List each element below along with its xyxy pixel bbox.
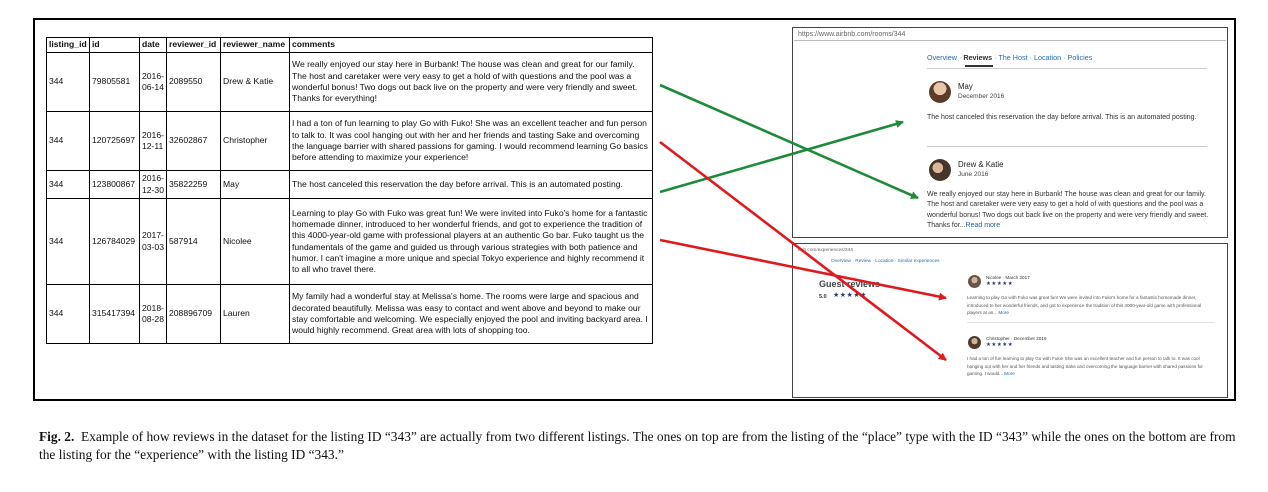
avatar: [968, 336, 981, 349]
nav-divider: [927, 68, 1207, 69]
arrow-red-christopher: [659, 140, 947, 362]
reviewer-name-line: Nicolee · March 2017: [986, 275, 1030, 280]
review-date: December 2016: [958, 93, 1005, 100]
place-nav-overview[interactable]: Overview: [927, 53, 957, 62]
read-more-link[interactable]: Read more: [965, 222, 1001, 230]
exp-nav-similar[interactable]: Similar experiences: [897, 259, 940, 264]
avatar: [929, 159, 951, 181]
cell-date: 2016-06-14: [139, 52, 167, 112]
figure-frame: [33, 18, 1236, 401]
exp-nav-review[interactable]: Review: [855, 259, 872, 264]
review-text: We really enjoyed our stay here in Burba…: [927, 191, 1209, 230]
review-divider: [967, 322, 1215, 323]
table-row: 344 120725697 2016-12-11 32602867 Christ…: [46, 111, 653, 171]
table-row: 344 79805581 2016-06-14 2089550 Drew & K…: [46, 52, 653, 112]
more-link[interactable]: More: [1004, 371, 1015, 377]
review-text: The host canceled this reservation the d…: [927, 114, 1197, 121]
place-nav-policies[interactable]: Policies: [1067, 53, 1093, 62]
cell-reviewer-name: Nicolee: [220, 198, 290, 285]
cell-comments: My family had a wonderful stay at Meliss…: [289, 284, 653, 344]
place-nav: Overview · Reviews · The Host · Location…: [927, 53, 1093, 62]
cell-date: 2017-03-03: [139, 198, 167, 285]
avatar: [929, 81, 951, 103]
cell-id: 79805581: [89, 52, 140, 112]
cell-id: 123800867: [89, 170, 140, 199]
arrow-green-drew-katie: [659, 83, 919, 200]
cell-comments: Learning to play Go with Fuko was great …: [289, 198, 653, 285]
cell-date: 2018-08-28: [139, 284, 167, 344]
cell-reviewer-name: May: [220, 170, 290, 199]
cell-listing-id: 344: [46, 284, 90, 344]
review-stars: ★★★★★: [986, 342, 1014, 348]
cell-listing-id: 344: [46, 111, 90, 171]
caption-text: Example of how reviews in the dataset fo…: [39, 429, 1236, 462]
cell-date: 2016-12-30: [139, 170, 167, 199]
reviewer-name: May: [958, 82, 973, 91]
guest-reviews-title: Guest reviews: [819, 279, 881, 289]
arrow-green-may: [659, 120, 904, 194]
table-header-row: listing_id id date reviewer_id reviewer_…: [46, 37, 653, 53]
experience-nav: Overview · Review · Location · Similar e…: [831, 259, 940, 264]
overall-rating: 5.0: [819, 294, 827, 300]
reviewer-name-line: Christopher · December 2016: [986, 336, 1047, 341]
reviews-table: listing_id id date reviewer_id reviewer_…: [46, 37, 653, 344]
cell-comments: We really enjoyed our stay here in Burba…: [289, 52, 653, 112]
place-nav-reviews[interactable]: Reviews: [963, 53, 993, 62]
arrow-red-nicolee: [659, 238, 947, 301]
cell-reviewer-name: Lauren: [220, 284, 290, 344]
cell-reviewer-id: 32602867: [166, 111, 221, 171]
figure-caption: Fig. 2. Example of how reviews in the da…: [39, 428, 1239, 463]
cell-listing-id: 344: [46, 170, 90, 199]
review-text: Learning to play Go with Fuko was great …: [967, 295, 1202, 316]
cell-reviewer-id: 2089550: [166, 52, 221, 112]
review-text: I had a ton of fun learning to play Go w…: [967, 356, 1203, 377]
active-tab-underline: [965, 65, 993, 67]
exp-nav-overview[interactable]: Overview: [831, 259, 851, 264]
experience-listing-screenshot: bnb.com/experiences/344 Overview · Revie…: [792, 243, 1228, 398]
review-date: June 2016: [958, 171, 989, 178]
table-row: 344 315417394 2018-08-28 208896709 Laure…: [46, 284, 653, 344]
table-row: 344 126784029 2017-03-03 587914 Nicolee …: [46, 198, 653, 285]
review-stars: ★★★★★: [986, 281, 1014, 287]
reviewer-name: Drew & Katie: [958, 160, 1004, 169]
place-url-bar[interactable]: https://www.airbnb.com/rooms/344: [794, 29, 1226, 41]
exp-nav-location[interactable]: Location: [875, 259, 894, 264]
cell-comments: I had a ton of fun learning to play Go w…: [289, 111, 653, 171]
place-nav-host[interactable]: The Host: [998, 53, 1028, 62]
experience-url-bar[interactable]: bnb.com/experiences/344: [798, 248, 853, 253]
rating-stars: ★★★★★: [833, 292, 867, 299]
avatar: [968, 275, 981, 288]
caption-label: Fig. 2.: [39, 429, 75, 444]
place-nav-location[interactable]: Location: [1033, 53, 1062, 62]
review-divider: [927, 146, 1207, 147]
more-link[interactable]: More: [998, 310, 1009, 316]
